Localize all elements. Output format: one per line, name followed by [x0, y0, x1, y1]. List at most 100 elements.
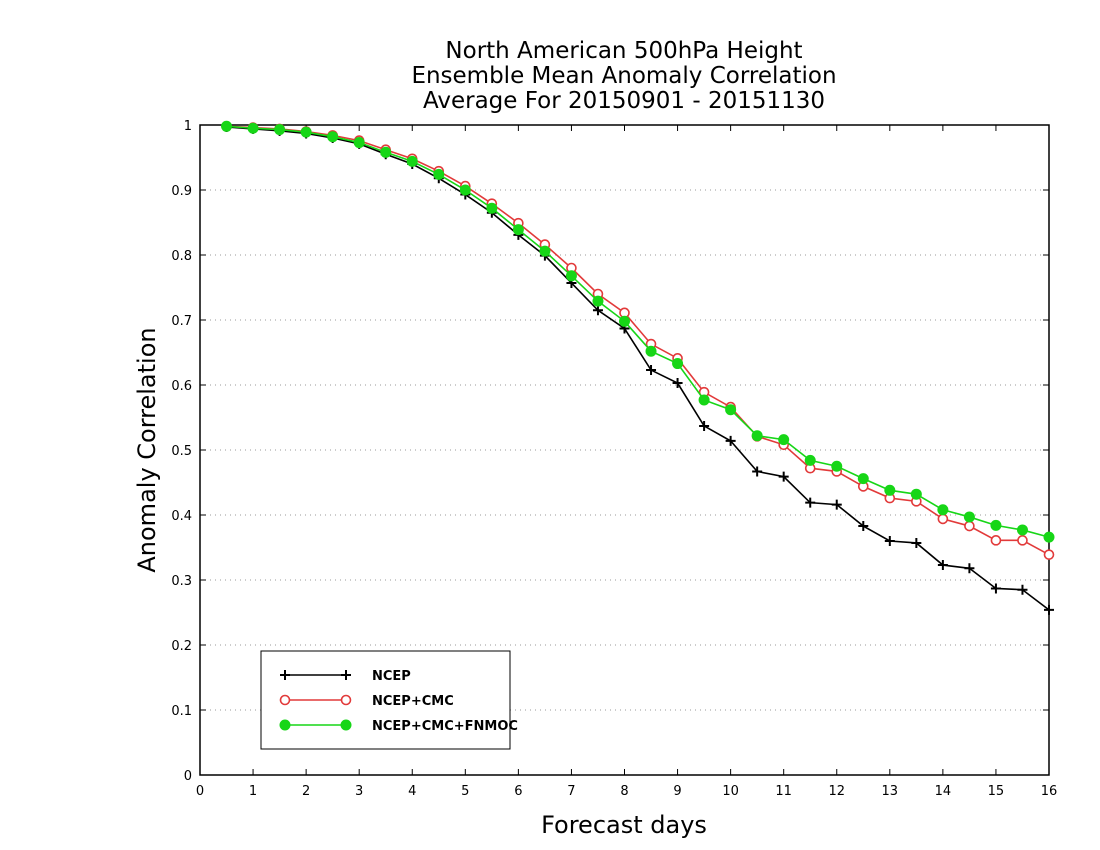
x-tick-label: 4: [408, 784, 416, 799]
x-tick-label: 6: [514, 784, 522, 799]
y-tick-label: 0.2: [171, 639, 192, 654]
data-point: [565, 270, 577, 282]
x-ticks: 0 1 2 3 4 5 6 7 8 9 10 11 12 13 14 15 16: [196, 125, 1057, 799]
data-point: [512, 224, 524, 236]
data-point: [804, 454, 816, 466]
data-point: [699, 420, 710, 431]
data-point: [964, 563, 975, 574]
x-tick-label: 11: [775, 784, 792, 799]
data-point: [1043, 531, 1055, 543]
y-tick-label: 0.3: [171, 574, 192, 589]
data-point: [592, 295, 604, 307]
x-tick-label: 5: [461, 784, 469, 799]
series-line: [226, 126, 1050, 611]
data-point: [725, 435, 736, 446]
legend-marker: [340, 694, 352, 706]
data-point: [937, 513, 949, 525]
data-point: [247, 122, 259, 134]
data-point: [300, 126, 312, 138]
x-tick-label: 15: [988, 784, 1005, 799]
y-tick-label: 0.4: [171, 509, 192, 524]
y-tick-label: 0.9: [171, 184, 192, 199]
x-tick-label: 0: [196, 784, 204, 799]
data-point: [1044, 604, 1054, 615]
data-point: [645, 345, 657, 357]
x-tick-label: 14: [935, 784, 952, 799]
data-point: [857, 473, 869, 485]
y-tick-label: 0.5: [171, 444, 192, 459]
data-point: [911, 537, 922, 548]
y-tick-label: 0: [184, 769, 192, 784]
data-point: [646, 365, 657, 376]
data-point: [751, 430, 763, 442]
data-point: [486, 202, 498, 214]
data-point: [910, 488, 922, 500]
chart-title-line: Ensemble Mean Anomaly Correlation: [411, 63, 836, 89]
series-line: [226, 125, 1050, 538]
data-point: [459, 184, 471, 196]
data-point: [380, 146, 392, 158]
legend-marker: [279, 719, 291, 731]
data-point: [778, 434, 790, 446]
data-point: [221, 120, 233, 132]
data-point: [831, 460, 843, 472]
data-point: [672, 358, 684, 370]
y-axis-label: Anomaly Correlation: [133, 327, 161, 572]
chart-title-line: North American 500hPa Height: [445, 38, 802, 64]
data-point: [858, 521, 869, 532]
x-tick-label: 13: [882, 784, 899, 799]
data-point: [592, 305, 603, 316]
legend-marker: [279, 694, 291, 706]
data-point: [725, 404, 737, 416]
x-tick-label: 1: [249, 784, 257, 799]
x-tick-label: 10: [722, 784, 739, 799]
grid: [200, 189, 1049, 711]
y-tick-label: 0.8: [171, 249, 192, 264]
data-point: [1017, 535, 1028, 546]
y-tick-label: 0.7: [171, 314, 192, 329]
data-point: [539, 245, 551, 257]
x-tick-label: 9: [673, 784, 681, 799]
legend-label: NCEP+CMC+FNMOC: [372, 719, 518, 734]
data-point: [672, 378, 683, 389]
y-ticks: 0 0.1 0.2 0.3 0.4 0.5 0.6 0.7 0.8 0.9 1: [171, 119, 1049, 784]
series-line: [226, 125, 1050, 556]
data-point: [937, 560, 948, 571]
x-tick-label: 8: [620, 784, 628, 799]
legend: NCEP NCEP+CMC NCEP+CMC+FNMOC: [260, 650, 518, 750]
x-tick-label: 7: [567, 784, 575, 799]
data-point: [274, 124, 286, 136]
data-point: [698, 394, 710, 406]
y-tick-label: 0.6: [171, 379, 192, 394]
data-point: [805, 497, 816, 508]
data-point: [433, 168, 445, 180]
data-point: [831, 499, 842, 510]
data-point: [990, 535, 1002, 546]
x-axis-label: Forecast days: [541, 811, 707, 839]
data-point: [1043, 549, 1055, 560]
x-tick-label: 2: [302, 784, 310, 799]
data-point: [1016, 524, 1028, 536]
y-tick-label: 1: [184, 119, 192, 134]
data-point: [884, 536, 895, 546]
data-point: [990, 519, 1002, 531]
data-point: [963, 511, 975, 523]
data-point: [327, 131, 339, 143]
y-tick-label: 0.1: [171, 704, 192, 719]
data-point: [937, 504, 949, 516]
data-point: [1017, 584, 1028, 595]
data-point: [406, 155, 418, 167]
legend-label: NCEP+CMC: [372, 694, 454, 709]
x-tick-label: 3: [355, 784, 363, 799]
series-2: [221, 120, 1055, 543]
data-point: [353, 137, 365, 149]
legend-label: NCEP: [372, 669, 411, 684]
x-tick-label: 12: [828, 784, 845, 799]
data-point: [752, 466, 763, 477]
series-1: [221, 121, 1055, 560]
legend-marker: [341, 670, 351, 680]
data-point: [884, 484, 896, 496]
data-point: [990, 583, 1001, 594]
